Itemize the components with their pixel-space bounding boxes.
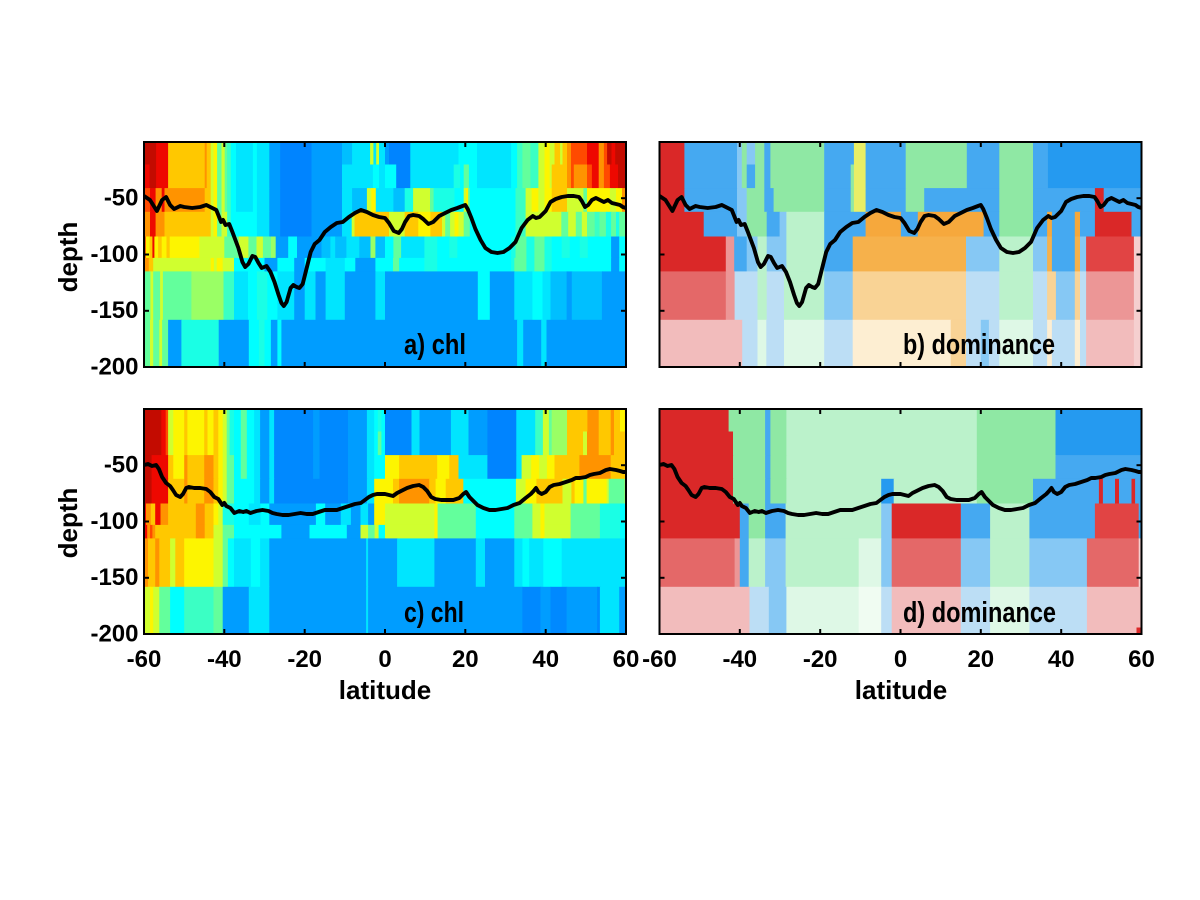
svg-text:40: 40 bbox=[1048, 646, 1075, 673]
svg-text:-40: -40 bbox=[722, 646, 757, 673]
svg-text:-150: -150 bbox=[90, 297, 138, 324]
svg-text:-150: -150 bbox=[90, 564, 138, 591]
svg-text:b) dominance: b) dominance bbox=[903, 329, 1055, 361]
svg-text:c) chl: c) chl bbox=[404, 597, 464, 629]
svg-text:d) dominance: d) dominance bbox=[903, 597, 1056, 629]
svg-text:20: 20 bbox=[452, 646, 479, 673]
svg-text:-200: -200 bbox=[90, 620, 138, 647]
svg-text:-20: -20 bbox=[287, 646, 322, 673]
svg-text:-40: -40 bbox=[207, 646, 242, 673]
svg-text:20: 20 bbox=[967, 646, 994, 673]
svg-text:-200: -200 bbox=[90, 353, 138, 380]
svg-text:latitude: latitude bbox=[339, 675, 431, 705]
svg-text:-50: -50 bbox=[104, 185, 139, 212]
svg-text:-20: -20 bbox=[803, 646, 838, 673]
svg-text:-100: -100 bbox=[90, 241, 138, 268]
svg-text:-60: -60 bbox=[642, 646, 677, 673]
svg-text:latitude: latitude bbox=[855, 675, 947, 705]
svg-text:-60: -60 bbox=[127, 646, 162, 673]
svg-text:depth: depth bbox=[53, 488, 83, 559]
svg-text:a) chl: a) chl bbox=[404, 329, 466, 361]
svg-text:-50: -50 bbox=[104, 452, 139, 479]
svg-text:0: 0 bbox=[378, 646, 391, 673]
svg-text:60: 60 bbox=[613, 646, 640, 673]
svg-text:0: 0 bbox=[894, 646, 907, 673]
svg-text:40: 40 bbox=[532, 646, 559, 673]
svg-text:depth: depth bbox=[53, 222, 83, 293]
svg-text:60: 60 bbox=[1128, 646, 1155, 673]
svg-text:-100: -100 bbox=[90, 508, 138, 535]
